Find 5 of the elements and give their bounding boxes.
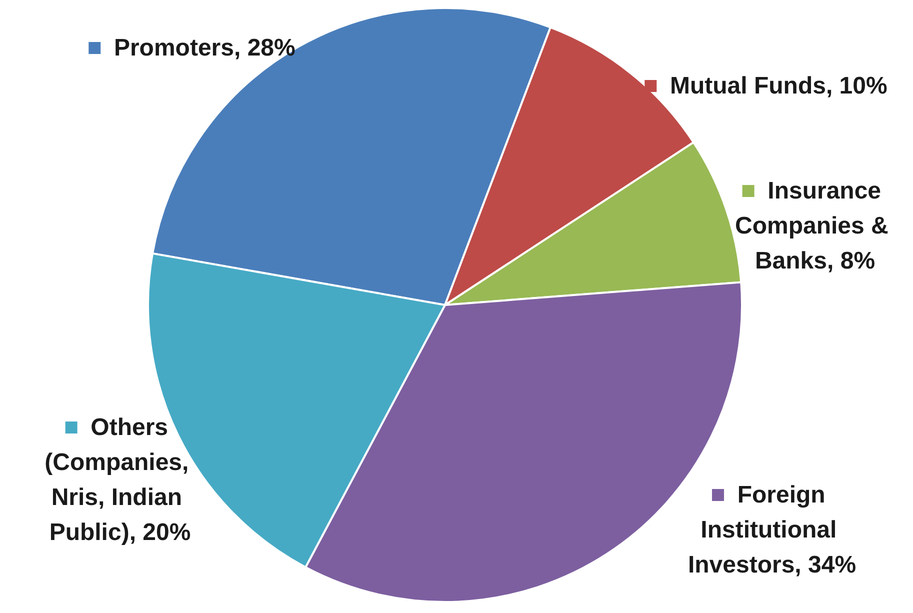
- legend-label: Promoters, 28%: [100, 34, 296, 62]
- legend-label: Insurance Companies & Banks, 8%: [734, 178, 896, 274]
- legend-label: Mutual Funds, 10%: [656, 72, 888, 100]
- legend-label: Foreign Institutional Investors, 34%: [688, 482, 856, 578]
- legend-label: Others (Companies, Nris, Indian Public), 20%: [44, 414, 196, 546]
